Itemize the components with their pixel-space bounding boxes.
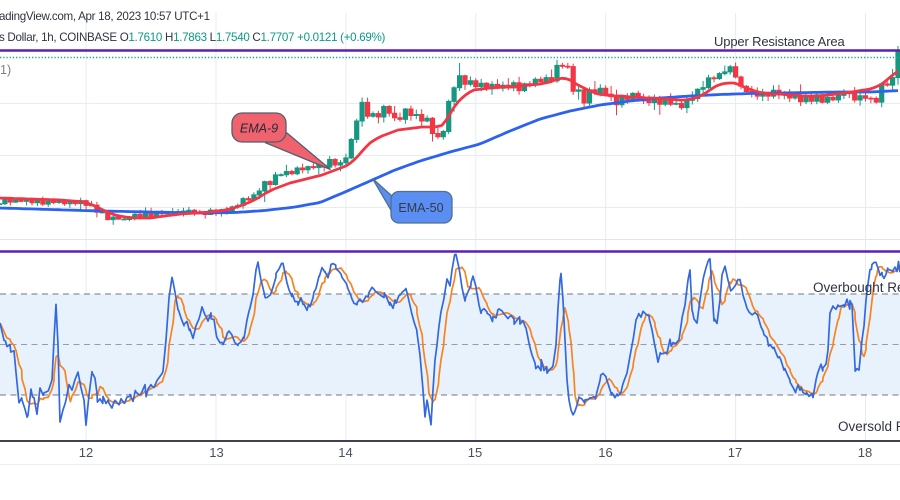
svg-text:adingView.com, Apr 18, 2023 10: adingView.com, Apr 18, 2023 10:57 UTC+1: [0, 10, 210, 23]
svg-text:1): 1): [0, 63, 11, 77]
svg-text:EMA-50: EMA-50: [398, 201, 443, 215]
svg-text:17: 17: [728, 445, 742, 460]
svg-text:12: 12: [79, 445, 93, 460]
svg-text:Oversold Region: Oversold Region: [838, 419, 900, 434]
svg-text:Upper Resistance Area: Upper Resistance Area: [714, 34, 845, 49]
svg-text:13: 13: [209, 445, 223, 460]
svg-text:18: 18: [858, 445, 872, 460]
svg-text:s Dollar, 1h, COINBASE O1.761: s Dollar, 1h, COINBASE O1.7610 H1.7863 L…: [0, 31, 386, 44]
svg-text:EMA-9: EMA-9: [240, 122, 278, 136]
svg-text:15: 15: [468, 445, 482, 460]
svg-text:16: 16: [598, 445, 612, 460]
svg-text:14: 14: [338, 445, 352, 460]
svg-text:Overbought Region: Overbought Region: [813, 280, 900, 295]
